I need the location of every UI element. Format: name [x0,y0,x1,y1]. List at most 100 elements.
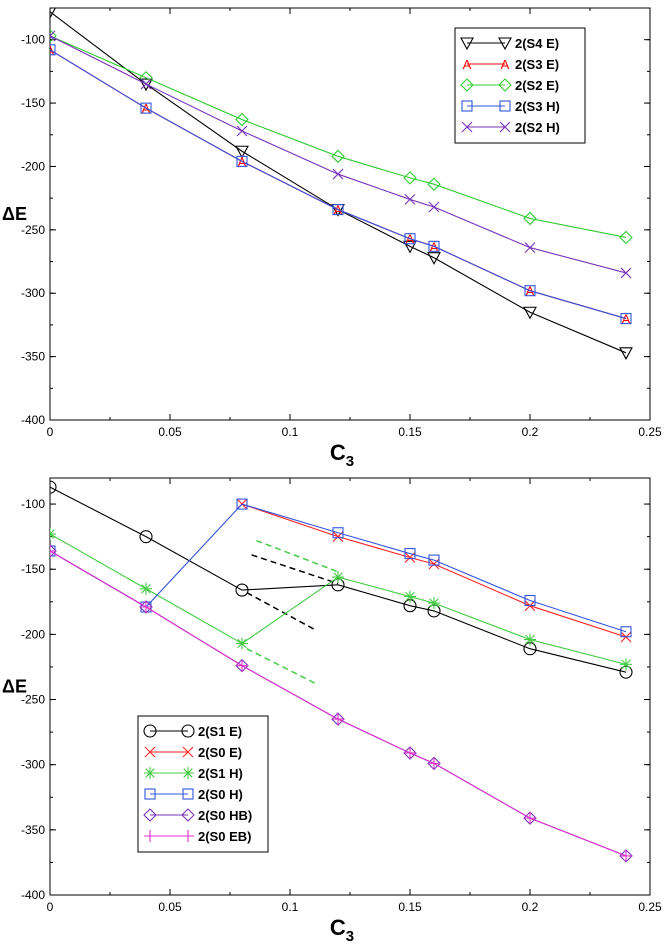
data-point [235,145,249,159]
legend-item: 2(S2 E) [460,78,559,93]
legend-label: 2(S1 H) [198,766,243,781]
dashed-guide-line [246,592,317,632]
y-tick-label: -150 [21,562,45,576]
data-point [332,713,344,726]
legend-item: 2(S0 HB) [143,808,252,823]
data-point [427,177,441,191]
x-tick-label: 0.15 [398,900,422,914]
data-point [523,211,537,226]
legend-label: 2(S3 E) [515,57,559,72]
x-tick-label: 0.25 [638,425,662,439]
data-point [404,590,416,603]
data-point [620,626,632,638]
y-tick-label: -400 [21,888,45,902]
data-point [524,812,536,825]
data-point [50,8,56,19]
legend-item: A A 2(S3 E) [463,57,559,72]
legend-label: 2(S2 H) [515,120,560,135]
legend-marker [499,121,511,133]
legend-marker [182,788,194,800]
legend-marker [498,78,512,92]
y-tick-label: -100 [21,497,45,511]
series-2(S2 H) [50,30,632,279]
data-point [236,155,248,167]
data-point [403,171,417,185]
legend-label: 2(S2 E) [515,78,559,93]
x-tick-label: 0.1 [282,425,299,439]
y-tick-label: -300 [21,286,45,300]
legend-marker [144,746,156,758]
dashed-guide-line [246,648,317,685]
legend-item: 2(S1 E) [143,724,242,739]
legend-marker: A [463,57,472,72]
legend-marker [181,808,195,822]
data-point [332,168,344,180]
data-point [620,313,632,325]
data-point [139,530,153,544]
series-line [50,503,627,633]
chart-panel-1: 0 0.05 0.1 0.15 0.2 0.25 -100 -150 -200 -250 -300 -… [2,7,662,470]
data-point [139,78,153,92]
legend-label: 2(S0 HB) [198,808,252,823]
series-line [50,35,627,238]
series-2(S0 EB) [50,544,632,862]
legend-item: 2(S0 EB) [144,829,251,844]
data-point [140,601,152,614]
data-point [50,544,57,558]
y-tick-label: -350 [21,823,45,837]
data-point [404,194,416,205]
data-point [404,746,416,759]
data-point [428,558,440,570]
legend-label: 2(S4 E) [515,36,559,51]
data-point [428,240,440,252]
legend-label: 2(S0 E) [198,745,242,760]
x-tick-label: 0 [47,425,54,439]
y-axis-label: ΔE [2,677,27,697]
legend-marker [461,100,473,112]
y-tick-label: -250 [21,223,45,237]
y-tick-label: -250 [21,693,45,707]
x-tick-label: 0.25 [638,900,662,914]
chart-panel-2: 0 0.05 0.1 0.15 0.2 0.25 -100 -150 -200 -250 -300 -… [2,477,662,945]
data-point [428,554,440,566]
legend-marker [498,37,512,51]
data-point [50,44,56,56]
series-line [50,11,627,354]
legend-marker [182,746,194,758]
legend-marker [144,767,156,779]
x-tick-label: 0.2 [522,425,539,439]
dashed-guide-line [256,539,339,573]
x-tick-label: 0.15 [398,425,422,439]
legend: 2(S4 E) A A 2(S3 E) 2(S2 E) 2(S3 H) 2(S2 H) [454,27,586,144]
data-point [235,583,249,597]
series-line [241,503,627,638]
legend-item: 2(S0 E) [144,745,242,760]
data-point [524,633,536,646]
data-point [404,548,416,560]
y-tick-label: -150 [21,96,45,110]
data-point [140,582,152,595]
x-tick-label: 0.2 [522,900,539,914]
data-point [524,594,536,607]
data-point [403,240,417,254]
y-tick-label: -200 [21,627,45,641]
legend-label: 2(S3 H) [515,99,560,114]
data-point: A [46,43,55,58]
series-line [50,533,627,665]
data-point [620,658,632,671]
data-point [235,112,249,127]
legend-marker [461,121,473,133]
series-line [50,550,627,857]
series-2(S1 H) [50,528,632,671]
legend-item: 2(S2 H) [461,120,560,135]
y-tick-label: -400 [21,413,45,427]
data-point [619,230,633,245]
data-point [404,233,416,245]
x-tick-label: 0.05 [158,425,182,439]
legend-item: 2(S4 E) [460,36,559,51]
y-tick-label: -200 [21,159,45,173]
data-point [332,571,344,584]
data-point [428,757,440,770]
data-point [140,102,152,114]
